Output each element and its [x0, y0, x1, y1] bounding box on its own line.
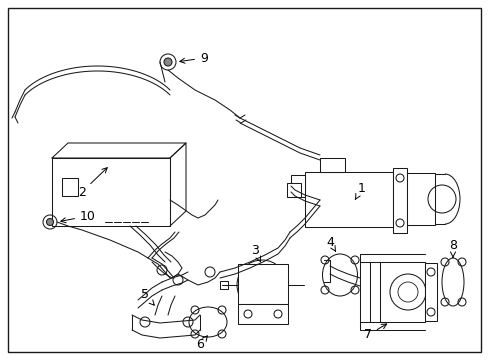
Text: 4: 4: [325, 235, 335, 251]
Text: 2: 2: [78, 168, 107, 198]
Bar: [319, 158, 345, 172]
Bar: [406, 173, 434, 225]
Text: 8: 8: [448, 239, 456, 257]
Text: 10: 10: [61, 210, 96, 223]
Text: 1: 1: [354, 181, 365, 200]
Text: 5: 5: [141, 288, 154, 305]
Bar: [424, 263, 436, 321]
Text: 7: 7: [363, 324, 386, 342]
Bar: [62, 178, 78, 196]
Bar: [392, 168, 406, 233]
Circle shape: [163, 58, 172, 66]
Bar: [220, 281, 227, 289]
Text: 9: 9: [180, 51, 207, 64]
Bar: [238, 304, 287, 324]
Bar: [286, 183, 301, 197]
Bar: [359, 262, 424, 322]
Bar: [52, 158, 170, 226]
Text: 6: 6: [196, 336, 207, 351]
Bar: [238, 264, 287, 304]
Bar: [290, 175, 305, 197]
Bar: [305, 172, 392, 227]
Circle shape: [46, 219, 53, 225]
Text: 3: 3: [250, 243, 260, 262]
